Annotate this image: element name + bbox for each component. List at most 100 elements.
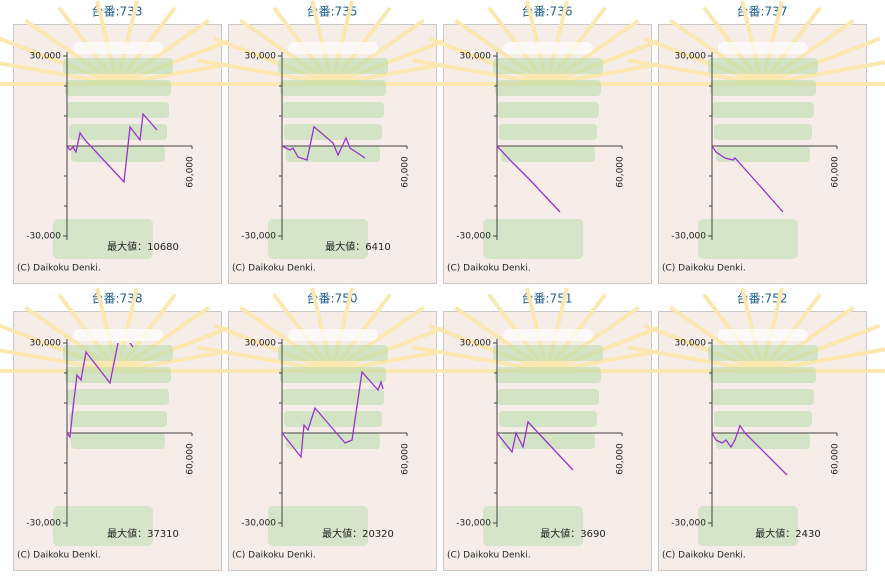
decor-block xyxy=(497,102,599,118)
y-tick-label: 30,000 xyxy=(675,52,707,62)
decor-balls xyxy=(718,329,808,341)
decor-block xyxy=(67,102,169,118)
decor-block xyxy=(714,124,812,140)
max-annotation: 最大値：10680 xyxy=(107,240,179,253)
decor-ray xyxy=(761,323,881,373)
decor-block xyxy=(286,433,380,449)
y-tick-label: -30,000 xyxy=(26,519,61,529)
decor-block xyxy=(278,58,388,74)
decor-ray xyxy=(0,36,118,86)
decor-block xyxy=(284,124,382,140)
chart-panel: 30,000 -30,000 60,000 最大値：2430 (C) Daikoku D… xyxy=(622,287,885,571)
chart-panel: 30,000 -30,000 60,000 (C) Daikoku Denki. xyxy=(407,0,687,284)
decor-ray xyxy=(761,36,881,86)
max-annotation: 最大値：3690 xyxy=(540,527,605,540)
y-tick-label: -30,000 xyxy=(671,519,706,529)
decor-block xyxy=(63,345,173,361)
decor-block xyxy=(63,58,173,74)
decor-ray xyxy=(643,323,763,373)
decor-ray xyxy=(116,36,236,86)
decor-ray xyxy=(331,323,451,373)
decor-block xyxy=(282,389,384,405)
decor-block xyxy=(495,367,601,383)
decor-block xyxy=(65,367,171,383)
decor-block xyxy=(499,411,597,427)
chart-panel: 30,000 -30,000 60,000 最大値：6410 (C) Daikoku D… xyxy=(192,0,472,284)
decor-ray xyxy=(213,323,333,373)
decor-ray xyxy=(643,36,763,86)
x-tick-label: 60,000 xyxy=(616,443,626,475)
decor-tray xyxy=(53,506,153,546)
x-tick-label: 60,000 xyxy=(616,156,626,188)
decor-block xyxy=(65,80,171,96)
decor-balls xyxy=(718,42,808,54)
data-line xyxy=(281,370,384,459)
data-line xyxy=(496,420,574,471)
y-tick-label: 30,000 xyxy=(460,52,492,62)
y-tick-label: -30,000 xyxy=(241,232,276,242)
decor-block xyxy=(495,80,601,96)
decor-balls xyxy=(503,42,593,54)
decor-block xyxy=(714,411,812,427)
decor-block xyxy=(280,80,386,96)
max-annotation: 最大値：20320 xyxy=(322,527,394,540)
decor-block xyxy=(497,389,599,405)
max-annotation: 最大値：2430 xyxy=(755,527,820,540)
x-tick-label: 60,000 xyxy=(186,156,196,188)
copyright: (C) Daikoku Denki. xyxy=(17,264,101,274)
copyright: (C) Daikoku Denki. xyxy=(232,551,316,561)
x-tick-label: 60,000 xyxy=(186,443,196,475)
decor-ray xyxy=(0,323,118,373)
x-tick-label: 60,000 xyxy=(831,443,841,475)
max-annotation: 最大値：37310 xyxy=(107,527,179,540)
chart-panel: 30,000 -30,000 60,000 最大値：20320 (C) Daikoku … xyxy=(192,287,472,571)
y-tick-label: 30,000 xyxy=(245,339,277,349)
y-tick-label: 30,000 xyxy=(675,339,707,349)
decor-ray xyxy=(116,323,236,373)
copyright: (C) Daikoku Denki. xyxy=(447,551,531,561)
y-tick-label: -30,000 xyxy=(241,519,276,529)
data-line xyxy=(711,145,784,213)
decor-block xyxy=(501,146,595,162)
decor-tray xyxy=(698,219,798,259)
chart-title: 台番:736 xyxy=(522,4,573,19)
decor-balls xyxy=(288,329,378,341)
decor-block xyxy=(286,146,380,162)
decor-block xyxy=(712,389,814,405)
chart-title: 台番:750 xyxy=(307,291,358,306)
chart-title: 台番:751 xyxy=(522,291,573,306)
decor-block xyxy=(71,146,165,162)
chart-title: 台番:752 xyxy=(737,291,788,306)
decor-ray xyxy=(546,36,666,86)
decor-balls xyxy=(503,329,593,341)
y-tick-label: -30,000 xyxy=(456,519,491,529)
chart-title: 台番:733 xyxy=(92,4,143,19)
y-tick-label: 30,000 xyxy=(30,339,62,349)
decor-tray xyxy=(483,506,583,546)
chart-panel: 30,000 -30,000 60,000 最大値：10680 (C) Daikoku … xyxy=(0,0,257,284)
y-tick-label: 30,000 xyxy=(245,52,277,62)
decor-block xyxy=(716,146,810,162)
decor-balls xyxy=(288,42,378,54)
decor-block xyxy=(67,389,169,405)
data-line xyxy=(66,343,134,439)
decor-tray xyxy=(268,506,368,546)
decor-block xyxy=(493,58,603,74)
decor-block xyxy=(716,433,810,449)
decor-tray xyxy=(268,219,368,259)
decor-balls xyxy=(73,42,163,54)
decor-block xyxy=(708,345,818,361)
decor-block xyxy=(712,102,814,118)
decor-ray xyxy=(428,36,548,86)
data-line xyxy=(496,145,561,213)
decor-block xyxy=(69,124,167,140)
copyright: (C) Daikoku Denki. xyxy=(17,551,101,561)
decor-ray xyxy=(428,323,548,373)
decor-tray xyxy=(698,506,798,546)
decor-block xyxy=(278,345,388,361)
x-tick-label: 60,000 xyxy=(831,156,841,188)
decor-tray xyxy=(483,219,583,259)
data-line xyxy=(711,424,788,476)
chart-panel: 30,000 -30,000 60,000 最大値：37310 (C) Daikoku … xyxy=(0,287,257,571)
max-annotation: 最大値：6410 xyxy=(325,240,390,253)
